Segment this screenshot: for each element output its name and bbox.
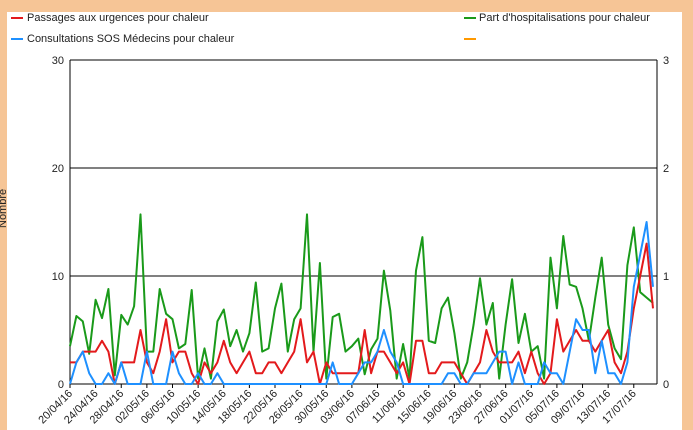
y2-tick-label: 0 [663, 379, 669, 391]
legend-label-sos: Consultations SOS Médecins pour chaleur [27, 33, 235, 45]
y-tick-label: 30 [52, 55, 64, 67]
line-chart: 0 010 120 230 320/04/1624/04/1628/04/1602/05… [36, 55, 669, 426]
legend-swatch-orange [464, 38, 476, 40]
legend-swatch-urgences [11, 17, 23, 19]
legend-swatch-hospitalisations [464, 17, 476, 19]
legend-label-urgences: Passages aux urgences pour chaleur [27, 12, 209, 24]
y2-tick-label: 1 [663, 271, 669, 283]
series-line-0 [70, 242, 654, 385]
y-tick-label: 20 [52, 163, 64, 175]
chart-panel: Passages aux urgences pour chaleur Consu… [0, 12, 682, 430]
y2-tick-label: 2 [663, 163, 669, 175]
y2-tick-label: 3 [663, 55, 669, 67]
legend-label-hospitalisations: Part d'hospitalisations pour chaleur [479, 12, 650, 24]
legend-swatch-sos [11, 38, 23, 40]
y-tick-label: 10 [52, 271, 64, 283]
series-line-1 [69, 221, 654, 385]
y-tick-label: 0 [58, 379, 64, 391]
